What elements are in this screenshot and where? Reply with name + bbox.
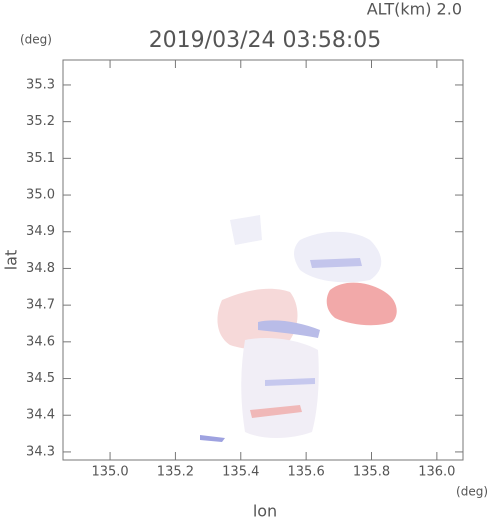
x-label: lon bbox=[253, 502, 277, 521]
y-tick-label: 35.3 bbox=[26, 77, 55, 92]
x-tick-label: 135.4 bbox=[222, 465, 259, 480]
y-tick-label: 34.3 bbox=[26, 444, 55, 459]
chart-title: 2019/03/24 03:58:05 bbox=[149, 28, 382, 53]
y-tick-label: 34.9 bbox=[26, 224, 55, 239]
y-unit: (deg) bbox=[20, 33, 52, 47]
y-tick-label: 34.6 bbox=[26, 334, 55, 349]
x-tick-label: 135.2 bbox=[157, 465, 194, 480]
radar-echo bbox=[200, 215, 397, 442]
y-tick-label: 35.0 bbox=[26, 188, 55, 203]
x-tick-label: 135.0 bbox=[91, 465, 128, 480]
y-tick-label: 34.7 bbox=[26, 298, 55, 313]
x-tick-label: 135.8 bbox=[353, 465, 390, 480]
x-tick-label: 136.0 bbox=[418, 465, 455, 480]
x-unit: (deg) bbox=[456, 485, 488, 499]
y-tick-label: 34.5 bbox=[26, 371, 55, 386]
y-tick-label: 34.4 bbox=[26, 408, 55, 423]
y-tick-label: 35.1 bbox=[26, 151, 55, 166]
y-tick-label: 34.8 bbox=[26, 261, 55, 276]
x-tick-label: 135.6 bbox=[288, 465, 325, 480]
plot-frame bbox=[62, 59, 464, 461]
altitude-label: ALT(km) 2.0 bbox=[367, 0, 462, 19]
y-tick-label: 35.2 bbox=[26, 114, 55, 129]
y-label: lat bbox=[2, 250, 21, 271]
